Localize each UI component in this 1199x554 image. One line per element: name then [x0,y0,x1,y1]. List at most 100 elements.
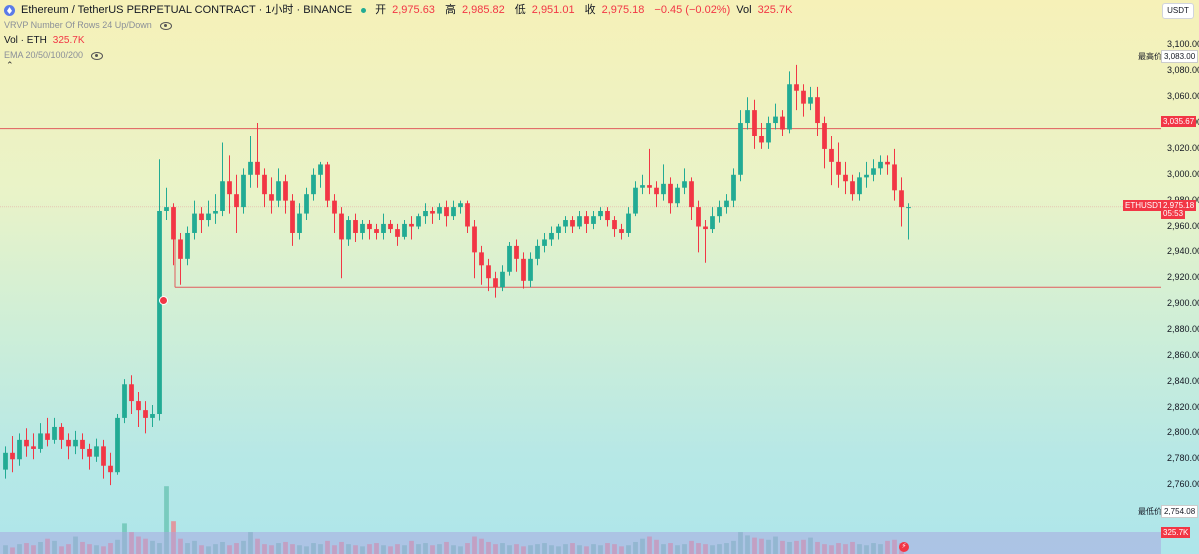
vrvp-indicator[interactable]: VRVP Number Of Rows 24 Up/Down [4,18,792,33]
candle-body [10,452,15,460]
candle-body [388,223,393,230]
candle-body [416,216,421,227]
candle-body [885,161,890,165]
low-value-tag: 2,754.08 [1161,505,1199,518]
candle-body [521,258,526,281]
lightning-icon[interactable]: ⚡ [899,542,909,552]
candle-body [80,439,85,449]
vol-indicator-value: 325.7K [52,35,85,46]
candle-body [717,207,722,217]
candle-body [605,210,610,221]
symbol-tag: ETHUSDT.P [1123,200,1172,211]
candle-body [45,433,50,440]
price-tick-label: 2,760.00 [1167,479,1199,490]
candle-body [738,123,743,175]
candle-body [353,220,358,233]
candle-body [339,213,344,240]
candle-body [724,200,729,208]
candle-body [157,210,162,415]
candle-body [570,220,575,227]
candle-body [829,148,834,162]
candle-body [31,446,36,449]
candle-body [24,439,29,447]
candle-body [87,448,92,457]
chevron-up-icon[interactable]: ⌃ [6,60,14,70]
candle-body [206,213,211,221]
candle-body [710,216,715,230]
candle-body [857,177,862,195]
price-tick-label: 3,000.00 [1167,168,1199,179]
candle-body [248,161,253,175]
candle-body [409,223,414,227]
candle-body [871,168,876,175]
volume-indicator[interactable]: Vol · ETH 325.7K [4,33,792,48]
candle-body [262,174,267,195]
candle-body [808,97,813,104]
candle-body [227,181,232,195]
candle-body [759,135,764,143]
candle-body [192,213,197,233]
price-change: −0.45 (−0.02%) [654,4,731,16]
countdown-tag: 05:53 [1161,208,1186,219]
candle-body [437,207,442,214]
candle-body [458,203,463,208]
candle-body [185,232,190,259]
candle-body [535,245,540,259]
candle-body [59,426,64,440]
ohlc-low: 2,951.01 [531,4,575,16]
candle-body [528,258,533,281]
candle-body [822,123,827,149]
price-tick-label: 3,020.00 [1167,142,1199,153]
candle-body [423,210,428,217]
candle-body [577,216,582,227]
candle-body [269,194,274,201]
symbol-title[interactable]: Ethereum / TetherUS PERPETUAL CONTRACT ·… [21,4,353,16]
candle-body [101,446,106,466]
candles [3,64,911,486]
candle-body [38,433,43,449]
ohlc-open-label: 开 [375,4,387,16]
candle-body [500,271,505,288]
candle-body [283,181,288,201]
candle-body [619,229,624,233]
eye-icon[interactable] [159,21,172,30]
candle-body [542,239,547,246]
candle-body [199,213,204,221]
candle-body [766,123,771,143]
candle-body [647,185,652,188]
ethereum-icon [4,5,15,16]
candle-body [304,194,309,214]
candle-body [906,207,911,209]
candle-body [654,187,659,195]
price-tick-label: 2,940.00 [1167,246,1199,257]
candle-body [213,210,218,214]
ohlc-close-label: 收 [584,4,596,16]
ema-indicator[interactable]: EMA 20/50/100/200 [4,48,792,63]
candle-body [696,207,701,227]
candle-body [633,187,638,214]
price-tick-label: 3,100.00 [1167,39,1199,50]
price-tick-label: 3,080.00 [1167,65,1199,76]
candle-body [612,220,617,230]
candle-body [395,229,400,237]
price-tick-label: 2,980.00 [1167,195,1199,205]
price-tick-label: 2,880.00 [1167,323,1199,334]
candle-body [899,190,904,208]
candle-body [661,183,666,195]
eye-icon[interactable] [91,51,104,60]
price-tick-label: 2,820.00 [1167,401,1199,412]
candle-body [129,384,134,402]
candle-body [801,90,806,104]
candle-body [255,161,260,175]
currency-button[interactable]: USDT [1162,3,1194,19]
alert-marker[interactable] [159,296,168,305]
price-tick-label: 2,860.00 [1167,349,1199,360]
candle-body [745,110,750,124]
vol-indicator-label: Vol · ETH [4,35,47,46]
candle-body [626,213,631,233]
candle-body [234,194,239,208]
candle-body [731,174,736,201]
candle-body [703,226,708,230]
